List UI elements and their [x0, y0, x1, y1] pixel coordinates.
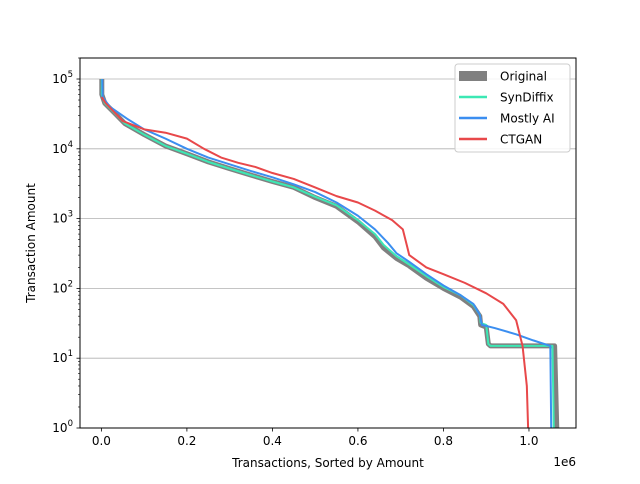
x-tick-label: 0.2	[177, 434, 196, 448]
x-tick-label: 0.6	[348, 434, 367, 448]
y-tick-label: 100	[52, 419, 73, 435]
series-line-mostly-ai	[101, 78, 553, 428]
x-axis-label: Transactions, Sorted by Amount	[231, 456, 424, 470]
legend-label: SynDiffix	[500, 91, 554, 105]
y-tick-label: 103	[52, 210, 73, 226]
x-axis: 0.0 0.2 0.4 0.6 0.8 1.0	[92, 428, 539, 448]
legend-label: Mostly AI	[500, 112, 555, 126]
legend-label: Original	[500, 70, 547, 84]
y-tick-label: 102	[52, 279, 73, 295]
x-tick-label: 0.8	[434, 434, 453, 448]
legend-label: CTGAN	[500, 133, 542, 147]
y-axis-label: Transaction Amount	[24, 183, 38, 304]
y-tick-label: 104	[52, 140, 73, 156]
y-axis: 100 101 102 103 104 105	[52, 57, 80, 435]
x-tick-label: 0.4	[263, 434, 282, 448]
plot-frame	[79, 57, 577, 429]
y-tick-label: 105	[52, 70, 73, 86]
series-line-ctgan	[100, 96, 530, 428]
y-tick-label: 101	[52, 349, 73, 365]
legend: Original SynDiffix Mostly AI CTGAN	[454, 63, 571, 153]
legend-box	[454, 63, 571, 153]
series-lines	[99, 78, 560, 428]
x-offset-text: 1e6	[553, 455, 576, 469]
x-tick-label: 1.0	[519, 434, 538, 448]
x-tick-label: 0.0	[92, 434, 111, 448]
